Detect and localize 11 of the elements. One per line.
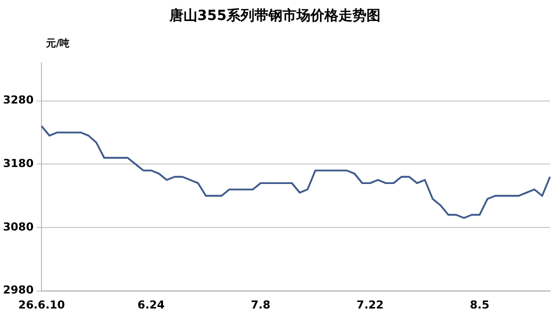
y-axis-title: 元/吨 xyxy=(45,37,70,50)
x-tick-label: 8.5 xyxy=(470,298,490,312)
x-tick-label: 7.8 xyxy=(250,298,270,312)
y-tick-label: 3080 xyxy=(2,220,34,234)
x-tick-label: 26.6.10 xyxy=(18,298,66,312)
chart-title: 唐山355系列带钢市场价格走势图 xyxy=(168,7,381,24)
x-tick-label: 6.24 xyxy=(138,298,166,312)
y-tick-label: 3280 xyxy=(2,94,34,107)
y-tick-label: 3180 xyxy=(2,156,34,170)
x-tick-label: 7.22 xyxy=(356,298,384,312)
y-tick-label: 2980 xyxy=(2,284,34,297)
